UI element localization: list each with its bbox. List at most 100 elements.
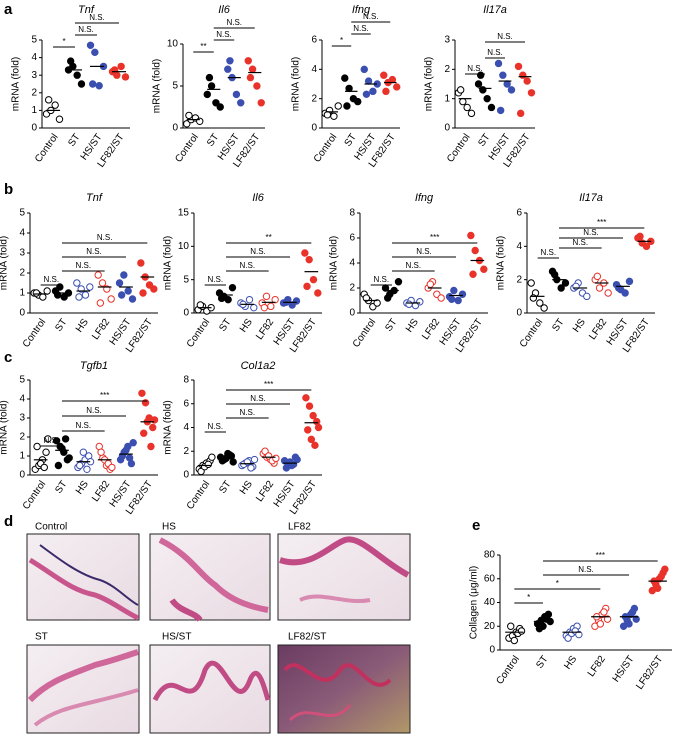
significance-label: N.S. bbox=[208, 422, 224, 431]
x-tick-label: ST bbox=[383, 317, 399, 334]
y-tick-label: 4 bbox=[183, 422, 189, 433]
x-tick-label: ST bbox=[205, 132, 221, 149]
data-point bbox=[625, 277, 634, 286]
significance-label: * bbox=[62, 37, 65, 46]
data-point bbox=[228, 283, 237, 292]
data-point bbox=[628, 608, 637, 616]
data-point bbox=[426, 280, 435, 288]
significance-label: N.S. bbox=[208, 275, 224, 284]
data-point bbox=[66, 57, 75, 65]
micrograph: ST bbox=[26, 632, 140, 734]
significance-label: N.S. bbox=[44, 275, 60, 284]
data-point bbox=[593, 272, 602, 281]
data-point bbox=[246, 73, 255, 82]
chart-title: Ifng bbox=[415, 192, 434, 204]
x-tick-label: ST bbox=[53, 479, 69, 496]
data-point bbox=[394, 278, 403, 286]
data-point bbox=[456, 86, 465, 94]
x-tick-label: Control bbox=[173, 132, 201, 165]
data-point bbox=[653, 584, 662, 592]
y-axis-label: mRNA (fold) bbox=[496, 236, 507, 290]
data-point bbox=[212, 99, 220, 107]
data-point bbox=[183, 120, 191, 128]
y-tick-label: 0 bbox=[489, 645, 495, 656]
y-tick-label: 4 bbox=[19, 228, 25, 239]
data-point bbox=[388, 75, 397, 84]
y-tick-label: 80 bbox=[484, 550, 496, 561]
data-point bbox=[115, 279, 124, 287]
y-tick-label: 3 bbox=[444, 35, 450, 46]
x-tick-label: Control bbox=[185, 479, 213, 512]
y-tick-label: 8 bbox=[349, 208, 355, 219]
y-tick-label: 5 bbox=[31, 35, 37, 46]
data-point bbox=[125, 454, 134, 462]
data-point bbox=[362, 90, 371, 98]
data-point bbox=[304, 426, 312, 434]
significance-label: N.S. bbox=[44, 436, 60, 445]
data-point bbox=[494, 59, 503, 68]
data-point bbox=[479, 86, 487, 94]
y-tick-label: 4 bbox=[19, 394, 25, 405]
data-point bbox=[313, 417, 321, 426]
data-point bbox=[471, 246, 479, 255]
data-point bbox=[225, 451, 234, 459]
data-point bbox=[596, 620, 605, 628]
data-point bbox=[250, 303, 258, 312]
significance-label: N.S. bbox=[374, 275, 390, 284]
micrograph: LF82/ST bbox=[277, 632, 411, 734]
y-tick-label: 6 bbox=[349, 233, 355, 244]
micrograph: LF82 bbox=[277, 522, 411, 621]
data-point bbox=[469, 270, 477, 278]
data-point bbox=[314, 289, 322, 297]
significance-label: N.S. bbox=[573, 238, 589, 247]
y-tick-label: 0 bbox=[183, 308, 189, 319]
y-tick-label: 5 bbox=[172, 81, 178, 92]
chart-title: Tgfb1 bbox=[80, 360, 108, 372]
data-point bbox=[124, 287, 132, 295]
data-point bbox=[343, 102, 351, 110]
data-point bbox=[561, 279, 570, 287]
data-point bbox=[604, 289, 612, 297]
data-point bbox=[527, 279, 535, 287]
data-point bbox=[507, 86, 516, 94]
data-point bbox=[539, 622, 547, 630]
data-point bbox=[536, 299, 544, 307]
data-point bbox=[39, 293, 47, 301]
data-point bbox=[540, 304, 548, 312]
chart-title: Il17a bbox=[483, 4, 507, 16]
data-point bbox=[341, 74, 349, 82]
data-point bbox=[205, 73, 214, 82]
data-point bbox=[323, 111, 332, 119]
data-point bbox=[54, 461, 63, 470]
y-tick-label: 3 bbox=[19, 248, 25, 259]
significance-label: *** bbox=[597, 218, 606, 227]
data-point bbox=[260, 303, 269, 312]
y-tick-label: 3 bbox=[31, 70, 37, 81]
data-point bbox=[95, 82, 103, 90]
y-axis-label: mRNA (fold) bbox=[11, 57, 22, 111]
y-tick-label: 40 bbox=[484, 597, 496, 608]
data-point bbox=[621, 289, 629, 297]
x-tick-label: ST bbox=[53, 317, 69, 334]
data-point bbox=[334, 102, 342, 110]
significance-label: *** bbox=[264, 380, 273, 389]
data-point bbox=[217, 294, 226, 303]
y-tick-label: 6 bbox=[311, 35, 317, 46]
data-point bbox=[499, 71, 507, 79]
data-point bbox=[97, 448, 105, 456]
data-point bbox=[121, 73, 130, 81]
micrograph-label: ST bbox=[35, 632, 48, 643]
data-point bbox=[237, 99, 245, 107]
data-point bbox=[197, 467, 205, 476]
y-tick-label: 2 bbox=[311, 93, 317, 104]
significance-label: N.S. bbox=[406, 261, 422, 270]
data-point bbox=[86, 283, 94, 291]
data-point bbox=[523, 77, 531, 85]
data-point bbox=[55, 115, 64, 123]
micrograph: HS/ST bbox=[149, 632, 271, 734]
significance-label: *** bbox=[100, 391, 109, 400]
data-point bbox=[380, 71, 388, 79]
chart-title: Col1a2 bbox=[241, 360, 276, 372]
